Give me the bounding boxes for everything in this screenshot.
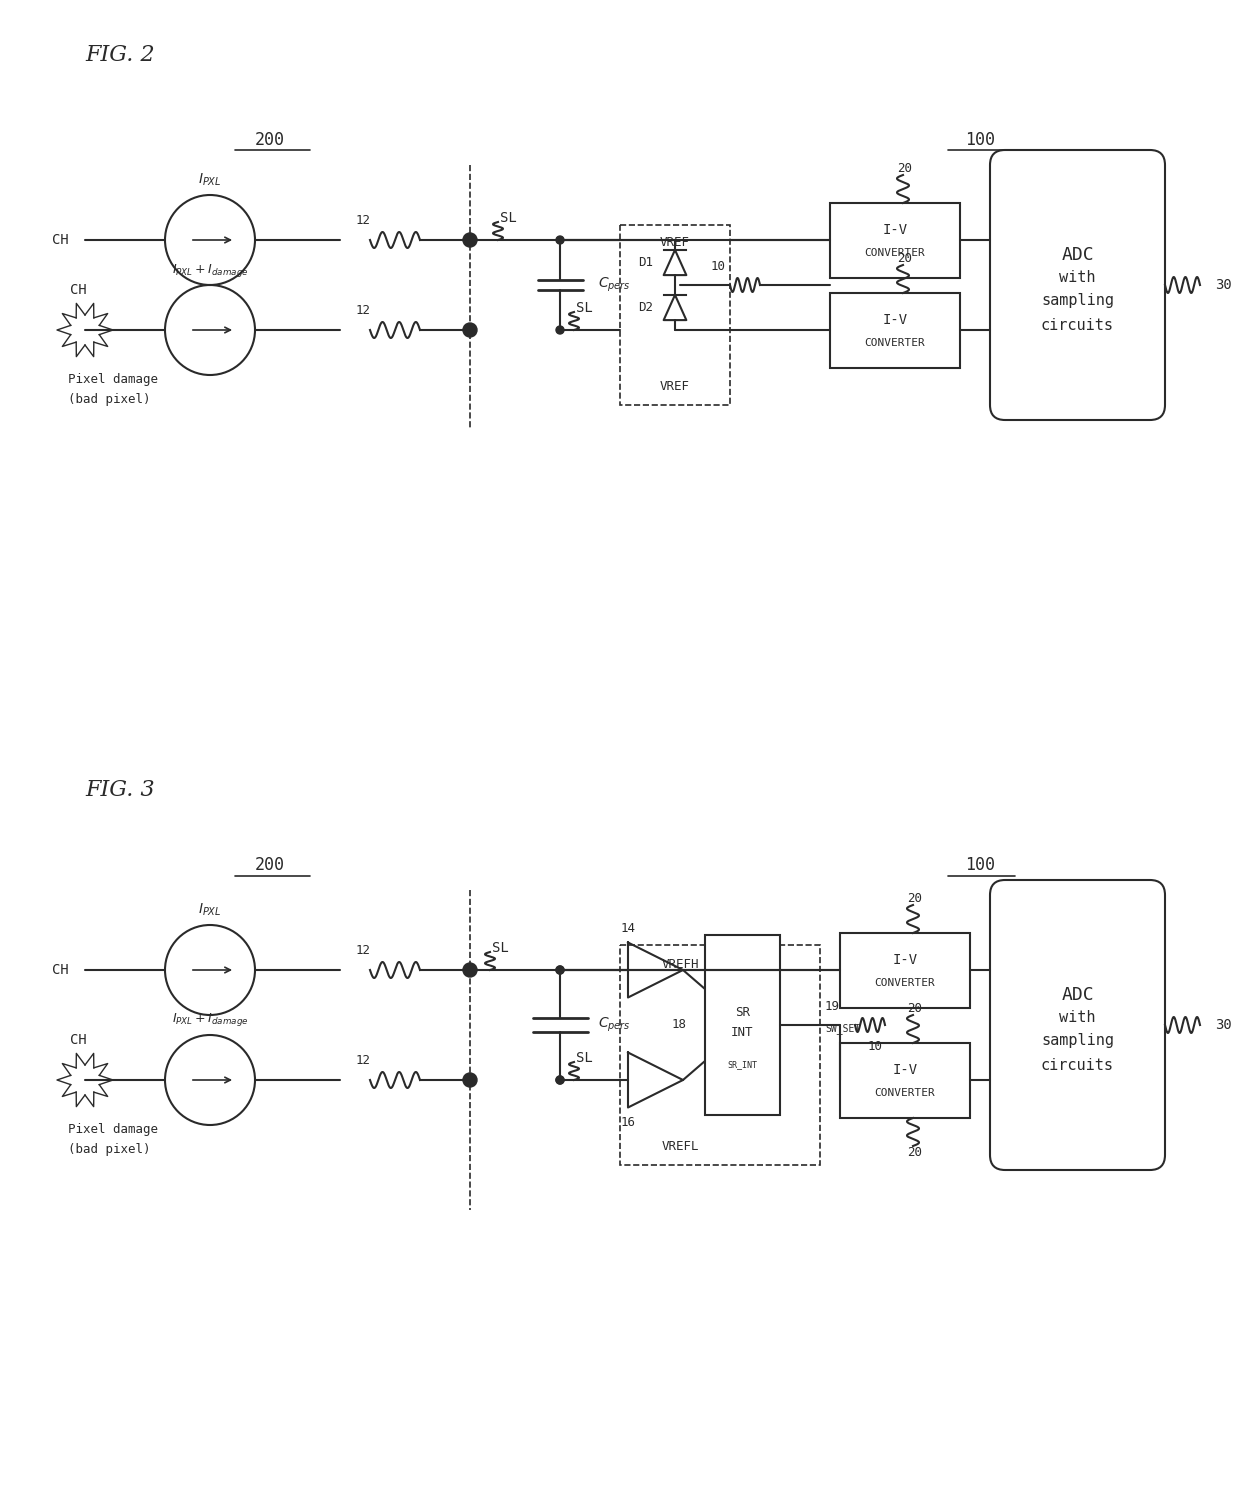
Text: 12: 12 xyxy=(356,303,371,316)
Text: circuits: circuits xyxy=(1042,318,1114,333)
Text: CH: CH xyxy=(52,963,68,977)
Text: I-V: I-V xyxy=(883,223,908,238)
Text: CH: CH xyxy=(52,234,68,247)
Text: FIG. 3: FIG. 3 xyxy=(86,779,155,802)
Text: 20: 20 xyxy=(898,252,913,265)
Text: 20: 20 xyxy=(908,1002,923,1014)
Text: CH: CH xyxy=(69,283,87,297)
Text: $C_{pers}$: $C_{pers}$ xyxy=(598,1016,631,1034)
Text: 12: 12 xyxy=(356,1053,371,1067)
Text: 18: 18 xyxy=(672,1019,687,1031)
Text: 200: 200 xyxy=(255,131,285,149)
Text: 200: 200 xyxy=(255,856,285,874)
Text: I-V: I-V xyxy=(893,954,918,967)
Text: (bad pixel): (bad pixel) xyxy=(68,1144,150,1156)
Text: $I_{PXL} + I_{damage}$: $I_{PXL} + I_{damage}$ xyxy=(171,1011,248,1028)
Text: $I_{PXL}$: $I_{PXL}$ xyxy=(198,901,222,918)
Bar xyxy=(830,292,960,368)
Text: 20: 20 xyxy=(908,892,923,904)
Bar xyxy=(839,1043,970,1118)
Text: 14: 14 xyxy=(620,921,635,934)
Text: CONVERTER: CONVERTER xyxy=(874,978,935,987)
Bar xyxy=(839,933,970,1008)
Circle shape xyxy=(556,326,564,335)
Text: SL: SL xyxy=(500,211,517,225)
Text: 12: 12 xyxy=(356,943,371,957)
Text: 10: 10 xyxy=(711,261,725,273)
Text: ADC: ADC xyxy=(1061,246,1094,264)
Text: D1: D1 xyxy=(639,256,653,270)
Bar xyxy=(620,225,730,405)
Circle shape xyxy=(463,963,477,977)
Circle shape xyxy=(556,966,564,974)
Circle shape xyxy=(463,1073,477,1087)
Bar xyxy=(706,934,780,1115)
Text: INT: INT xyxy=(732,1026,754,1040)
Text: SW_SET: SW_SET xyxy=(825,1023,861,1034)
Text: I-V: I-V xyxy=(893,1064,918,1078)
Text: 20: 20 xyxy=(898,161,913,175)
Text: VREFH: VREFH xyxy=(661,958,699,972)
Text: SL: SL xyxy=(577,1050,593,1065)
Circle shape xyxy=(556,1076,564,1084)
Text: 19: 19 xyxy=(825,1001,839,1014)
Bar xyxy=(830,203,960,277)
Text: 30: 30 xyxy=(1215,1019,1231,1032)
Text: $C_{pers}$: $C_{pers}$ xyxy=(598,276,631,294)
Text: (bad pixel): (bad pixel) xyxy=(68,393,150,407)
Circle shape xyxy=(463,234,477,247)
Text: SL: SL xyxy=(492,940,508,955)
Text: 100: 100 xyxy=(965,131,994,149)
Text: CH: CH xyxy=(69,1032,87,1047)
Text: I-V: I-V xyxy=(883,313,908,327)
Text: 10: 10 xyxy=(868,1040,883,1053)
Text: 12: 12 xyxy=(356,214,371,226)
Text: Pixel damage: Pixel damage xyxy=(68,374,157,386)
Circle shape xyxy=(556,1076,564,1084)
Text: D2: D2 xyxy=(639,301,653,313)
Text: sampling: sampling xyxy=(1042,1034,1114,1049)
Text: SL: SL xyxy=(577,301,593,315)
Text: sampling: sampling xyxy=(1042,294,1114,309)
Text: VREF: VREF xyxy=(660,380,689,393)
Bar xyxy=(620,945,820,1165)
Text: $I_{PXL} + I_{damage}$: $I_{PXL} + I_{damage}$ xyxy=(171,262,248,279)
Text: CONVERTER: CONVERTER xyxy=(874,1088,935,1097)
Text: FIG. 2: FIG. 2 xyxy=(86,44,155,66)
Text: SR: SR xyxy=(735,1007,750,1020)
Text: ADC: ADC xyxy=(1061,986,1094,1004)
Text: Pixel damage: Pixel damage xyxy=(68,1124,157,1136)
Text: VREFL: VREFL xyxy=(661,1141,699,1153)
Text: with: with xyxy=(1059,1010,1096,1025)
Circle shape xyxy=(556,237,564,244)
Text: CONVERTER: CONVERTER xyxy=(864,247,925,258)
Text: $I_{PXL}$: $I_{PXL}$ xyxy=(198,172,222,188)
Text: with: with xyxy=(1059,270,1096,285)
Text: CONVERTER: CONVERTER xyxy=(864,338,925,348)
Text: VREF: VREF xyxy=(660,237,689,250)
Text: 100: 100 xyxy=(965,856,994,874)
Text: 20: 20 xyxy=(908,1147,923,1159)
Circle shape xyxy=(463,322,477,338)
Text: 16: 16 xyxy=(620,1115,635,1129)
Text: 30: 30 xyxy=(1215,277,1231,292)
Circle shape xyxy=(556,966,564,974)
Text: SR_INT: SR_INT xyxy=(728,1059,758,1068)
Text: circuits: circuits xyxy=(1042,1058,1114,1073)
